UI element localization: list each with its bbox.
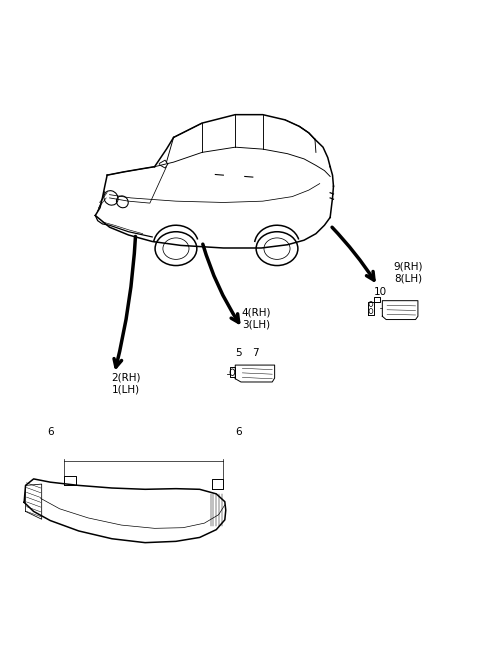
Text: 7: 7 [252, 348, 259, 358]
Text: 9(RH)
8(LH): 9(RH) 8(LH) [394, 262, 423, 283]
Text: 2(RH)
1(LH): 2(RH) 1(LH) [111, 373, 141, 394]
Text: 6: 6 [236, 427, 242, 437]
Text: 10: 10 [373, 287, 386, 297]
Text: 6: 6 [47, 427, 54, 437]
Text: 4(RH)
3(LH): 4(RH) 3(LH) [242, 308, 271, 329]
Text: 5: 5 [235, 348, 242, 358]
